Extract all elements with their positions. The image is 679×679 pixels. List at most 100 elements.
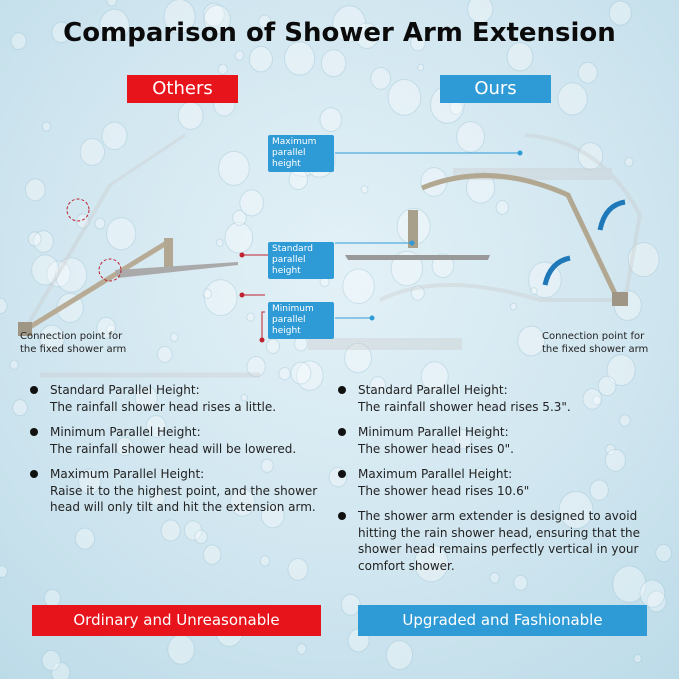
water-droplet xyxy=(156,345,173,363)
others-points: Standard Parallel Height: The rainfall sh… xyxy=(26,382,326,525)
water-droplet xyxy=(170,332,179,342)
water-droplet xyxy=(639,579,666,608)
list-item: Standard Parallel Height: The rainfall sh… xyxy=(334,382,654,415)
water-droplet xyxy=(10,32,27,51)
water-droplet xyxy=(39,324,65,353)
water-droplet xyxy=(31,254,60,286)
water-droplet xyxy=(296,643,307,655)
water-droplet xyxy=(217,150,250,186)
water-droplet xyxy=(612,565,647,603)
water-droplet xyxy=(194,529,208,545)
water-droplet xyxy=(55,257,88,293)
water-droplet xyxy=(410,285,425,301)
water-droplet xyxy=(370,67,392,90)
ours-connection-caption: Connection point for the fixed shower arm xyxy=(542,330,648,356)
water-droplet xyxy=(467,0,494,24)
water-droplet xyxy=(290,361,312,385)
point-title: Maximum Parallel Height: xyxy=(358,467,513,481)
water-droplet xyxy=(106,324,116,335)
water-droplet xyxy=(246,356,266,378)
water-droplet xyxy=(605,443,616,456)
caption-line: the fixed shower arm xyxy=(20,344,127,355)
water-droplet xyxy=(385,640,414,671)
water-droplet xyxy=(319,107,343,133)
list-item: Maximum Parallel Height: Raise it to the … xyxy=(26,466,326,516)
water-droplet xyxy=(332,5,367,43)
caption-line: Connection point for xyxy=(20,331,123,342)
water-droplet xyxy=(624,157,634,168)
point-title: Maximum Parallel Height: xyxy=(50,467,205,481)
label-line: parallel height xyxy=(272,255,306,276)
water-droplet xyxy=(240,393,248,402)
water-droplet xyxy=(265,338,280,354)
point-text: The shower head rises 10.6" xyxy=(358,483,530,498)
water-droplet xyxy=(466,171,496,204)
list-item: Minimum Parallel Height: The rainfall sho… xyxy=(26,424,326,457)
water-droplet xyxy=(655,543,672,563)
list-item: Standard Parallel Height: The rainfall sh… xyxy=(26,382,326,415)
water-droplet xyxy=(260,502,285,529)
others-ghost-positions xyxy=(23,133,260,378)
water-droplet xyxy=(234,50,245,61)
water-droplet xyxy=(145,415,167,438)
water-droplet xyxy=(278,366,291,381)
water-droplet xyxy=(27,231,42,247)
water-droplet xyxy=(106,0,118,7)
water-droplet xyxy=(619,414,631,427)
water-droplet xyxy=(513,574,528,591)
water-droplet xyxy=(202,288,213,299)
point-title: Minimum Parallel Height: xyxy=(50,425,201,439)
water-droplet xyxy=(77,468,102,495)
water-droplet xyxy=(342,268,375,304)
water-droplet xyxy=(75,213,90,229)
water-droplet xyxy=(410,34,426,52)
water-droplet xyxy=(295,360,324,391)
water-droplet xyxy=(474,467,486,480)
water-droplet xyxy=(215,238,224,247)
water-droplet xyxy=(413,544,449,583)
water-droplet xyxy=(417,63,425,72)
list-item: Minimum Parallel Height: The shower head … xyxy=(334,424,654,457)
water-droplet xyxy=(340,593,361,616)
caption-line: the fixed shower arm xyxy=(542,344,649,355)
water-droplet xyxy=(24,178,46,202)
water-droplet xyxy=(453,429,472,450)
water-droplet xyxy=(506,42,534,72)
maximum-height-label: Maximum parallel height xyxy=(268,135,334,172)
water-droplet xyxy=(51,662,71,679)
water-droplet xyxy=(287,557,309,581)
ours-ghost-positions xyxy=(308,133,643,350)
water-droplet xyxy=(9,359,19,370)
water-droplet xyxy=(509,302,518,311)
water-droplet xyxy=(248,45,273,73)
water-droplet xyxy=(582,388,603,410)
water-droplet xyxy=(94,217,106,230)
ours-footer-banner: Upgraded and Fashionable xyxy=(358,605,647,636)
point-text: The shower arm extender is designed to a… xyxy=(358,509,641,573)
ours-arm xyxy=(335,150,628,321)
water-droplet xyxy=(604,448,626,472)
ours-header: Ours xyxy=(440,75,551,103)
water-droplet xyxy=(606,354,636,387)
water-droplet xyxy=(134,385,158,411)
list-item: Maximum Parallel Height: The shower head … xyxy=(334,466,654,499)
water-droplet xyxy=(577,61,598,84)
water-droplet xyxy=(495,199,510,215)
water-droplet xyxy=(633,653,642,664)
label-line: Minimum xyxy=(272,304,314,314)
water-droplet xyxy=(41,649,61,672)
water-droplet xyxy=(224,221,254,254)
water-droplet xyxy=(360,185,369,194)
point-text: The shower head rises 0". xyxy=(358,441,514,456)
water-droplet xyxy=(260,458,274,473)
water-droplet xyxy=(229,488,256,517)
point-title: Standard Parallel Height: xyxy=(358,383,508,397)
water-droplet xyxy=(320,49,347,78)
standard-height-label: Standard parallel height xyxy=(268,242,334,279)
water-droplet xyxy=(517,325,546,357)
water-droplet xyxy=(258,14,272,29)
others-footer-banner: Ordinary and Unreasonable xyxy=(32,605,321,636)
water-droplet xyxy=(592,395,602,406)
